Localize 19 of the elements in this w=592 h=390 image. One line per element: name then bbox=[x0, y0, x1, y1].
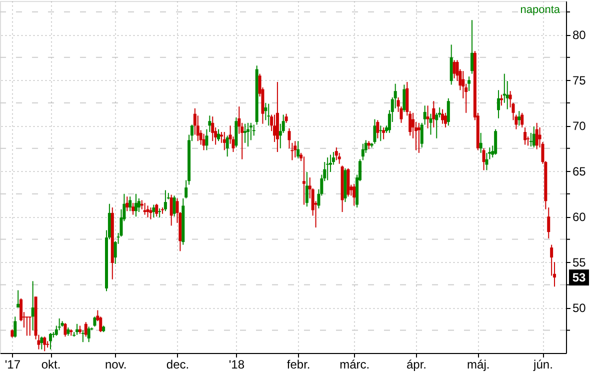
y-tick-label: 60 bbox=[572, 210, 586, 224]
x-tick-label: '18 bbox=[228, 358, 245, 372]
x-tick-label: febr. bbox=[286, 358, 310, 372]
x-tick-label: ápr. bbox=[406, 358, 426, 372]
x-tick-label: '17 bbox=[4, 358, 21, 372]
x-tick-label: jún. bbox=[532, 358, 553, 372]
y-tick-label: 50 bbox=[572, 301, 586, 316]
y-tick-label: 75 bbox=[572, 74, 586, 88]
x-tick-label: máj. bbox=[467, 358, 490, 372]
x-tick-label: nov. bbox=[104, 358, 127, 372]
y-tick-label: 70 bbox=[572, 119, 586, 134]
y-tick-label: 55 bbox=[572, 256, 586, 270]
annotation: naponta bbox=[520, 4, 561, 16]
y-tick-label: 80 bbox=[572, 28, 586, 42]
text: 53 bbox=[572, 270, 586, 285]
x-tick-label: márc. bbox=[340, 358, 370, 372]
x-tick-label: okt. bbox=[41, 358, 61, 372]
x-tick-label: dec. bbox=[166, 358, 190, 372]
y-tick-label: 65 bbox=[572, 164, 586, 179]
